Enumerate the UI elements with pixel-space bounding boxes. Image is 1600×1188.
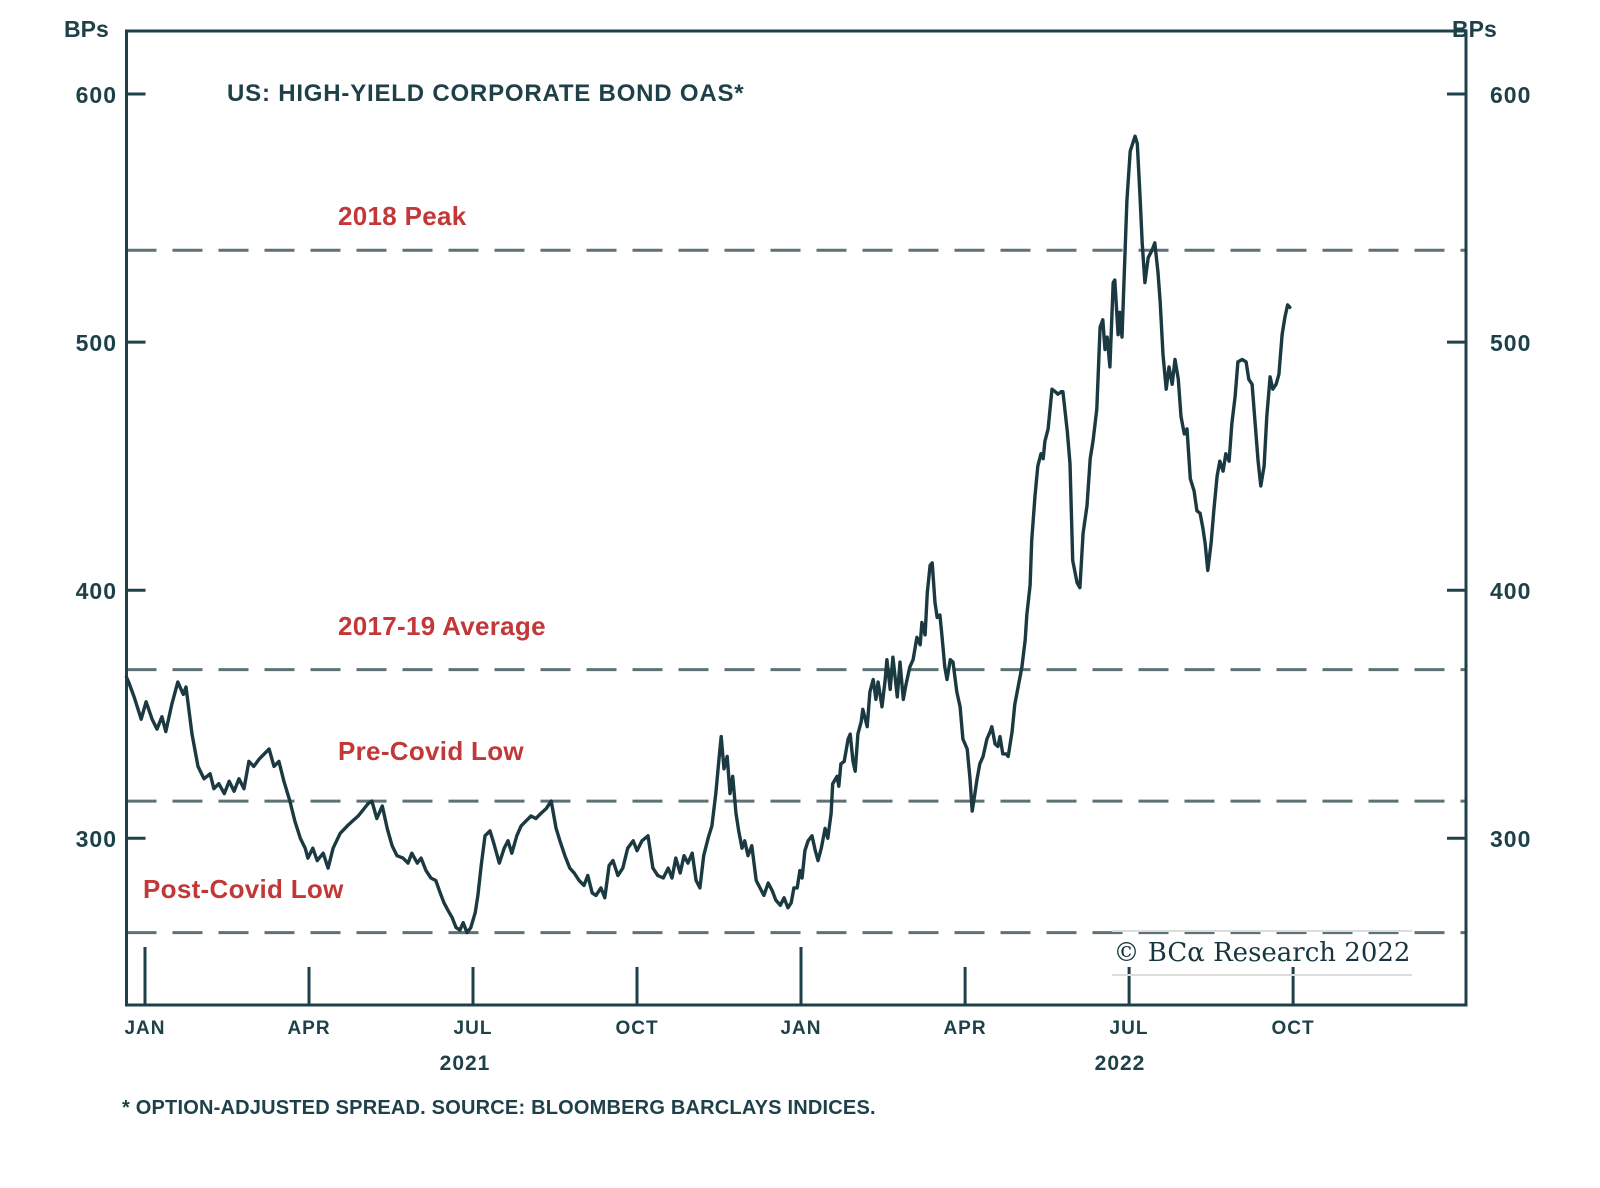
chart-title: US: HIGH-YIELD CORPORATE BOND OAS* xyxy=(227,80,745,107)
y-tick-right-300: 300 xyxy=(1490,826,1532,852)
y-axis-unit-left: BPs xyxy=(64,16,109,42)
x-tick-oct-2022: OCT xyxy=(1271,1018,1315,1039)
y-tick-left-300: 300 xyxy=(75,826,117,852)
x-tick-oct-2021: OCT xyxy=(615,1018,659,1039)
y-tick-left-400: 400 xyxy=(75,578,117,604)
x-tick-jan-2022: JAN xyxy=(780,1018,822,1039)
y-axis-unit-right: BPs xyxy=(1452,16,1497,42)
x-tick-apr-2022: APR xyxy=(943,1018,987,1039)
annotation-2018-peak: 2018 Peak xyxy=(338,201,467,231)
y-tick-right-500: 500 xyxy=(1490,330,1532,356)
y-tick-left-600: 600 xyxy=(75,82,117,108)
y-tick-left-500: 500 xyxy=(75,330,117,356)
x-year-2022: 2022 xyxy=(1094,1052,1146,1075)
x-tick-jul-2021: JUL xyxy=(453,1018,493,1039)
y-tick-right-400: 400 xyxy=(1490,578,1532,604)
x-tick-apr-2021: APR xyxy=(287,1018,331,1039)
annotation-pre-covid-low: Pre-Covid Low xyxy=(338,736,524,766)
y-tick-right-600: 600 xyxy=(1490,82,1532,108)
annotation-2017-19-average: 2017-19 Average xyxy=(338,611,546,641)
source-footnote: * OPTION-ADJUSTED SPREAD. SOURCE: BLOOMB… xyxy=(122,1097,876,1119)
annotation-post-covid-low: Post-Covid Low xyxy=(143,874,344,904)
bca-research-watermark: © BCα Research 2022 xyxy=(1112,930,1412,976)
x-tick-jul-2022: JUL xyxy=(1109,1018,1149,1039)
x-tick-jan-2021: JAN xyxy=(124,1018,166,1039)
x-year-2021: 2021 xyxy=(439,1052,491,1075)
